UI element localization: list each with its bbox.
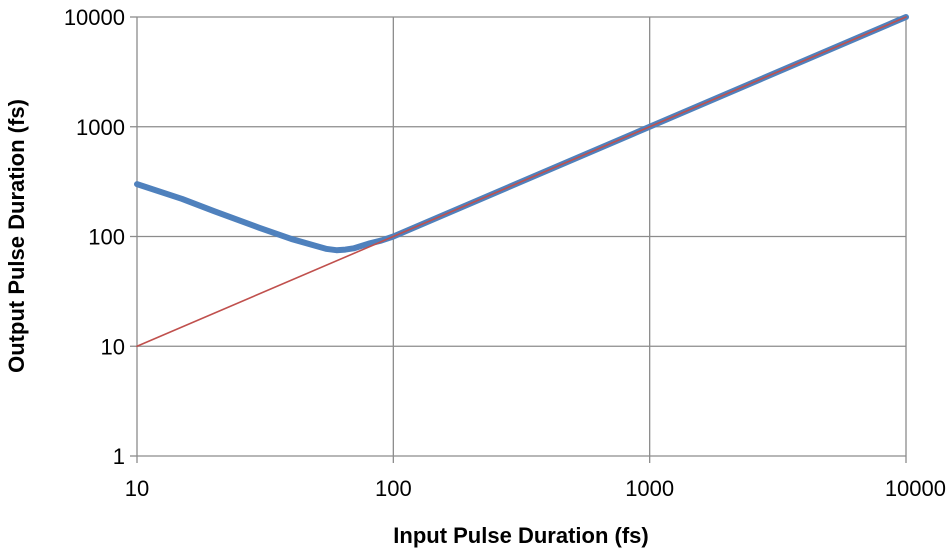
x-tick-label: 10000: [885, 476, 946, 501]
y-tick-label: 1: [113, 444, 125, 469]
x-tick-label: 10: [125, 476, 149, 501]
y-tick-label: 1000: [76, 115, 125, 140]
series-line-reference: [136, 16, 907, 348]
y-tick-label: 10: [101, 334, 125, 359]
grid: [130, 16, 907, 463]
x-tick-label: 1000: [625, 476, 674, 501]
x-tick-label: 100: [375, 476, 412, 501]
series-line-output: [134, 14, 909, 254]
y-tick-label: 100: [88, 225, 125, 250]
x-tick-labels: 10 100 1000 10000: [125, 476, 946, 501]
x-axis-title: Input Pulse Duration (fs): [393, 523, 648, 548]
y-tick-labels: 1 10 100 1000 10000: [64, 5, 125, 469]
series-layer: [134, 14, 909, 348]
y-axis-title: Output Pulse Duration (fs): [4, 99, 29, 373]
y-tick-label: 10000: [64, 5, 125, 30]
